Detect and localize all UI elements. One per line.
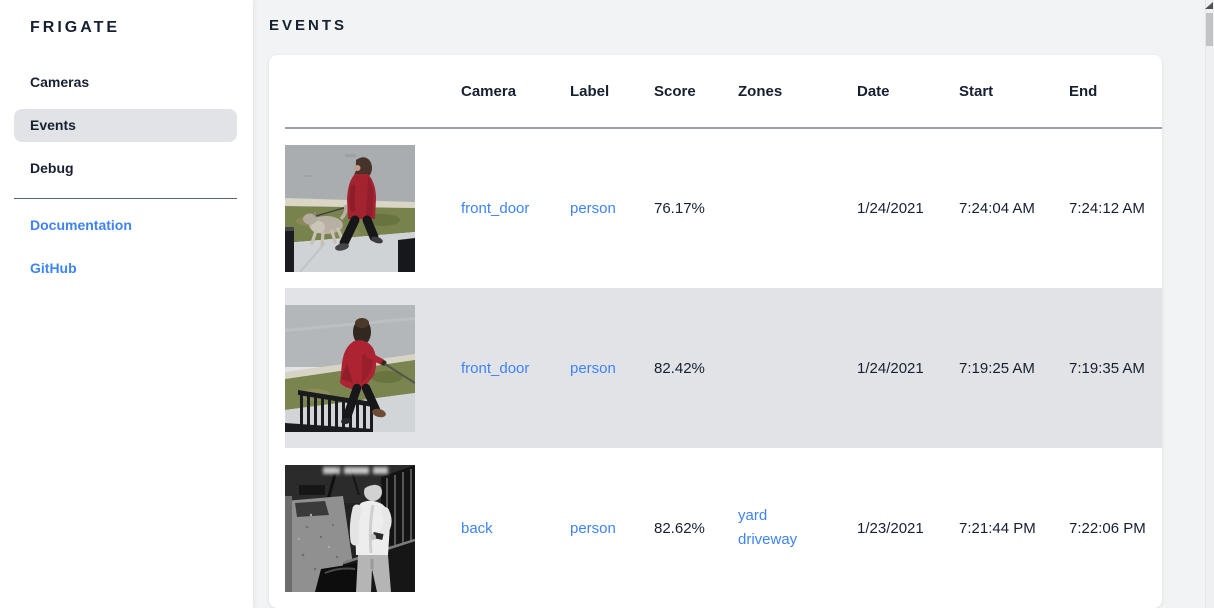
camera-link[interactable]: back (461, 519, 493, 537)
person-walking-dog-red-coat-image (285, 145, 415, 272)
column-header-start: Start (959, 55, 1069, 129)
camera-link[interactable]: front_door (461, 200, 530, 217)
sidebar: FRIGATE Cameras Events Debug Documentati… (0, 0, 253, 608)
label-link[interactable]: person (570, 200, 616, 217)
date-value: 1/23/2021 (857, 519, 924, 537)
sidebar-link-github[interactable]: GitHub (30, 260, 77, 276)
label-link[interactable]: person (570, 359, 616, 377)
events-table: Camera Label Score Zones Date Start End (285, 55, 1162, 608)
table-row[interactable]: front_door person 82.42% 1/24/2021 7:19:… (285, 288, 1162, 448)
sidebar-link-documentation[interactable]: Documentation (30, 217, 132, 233)
thumbnail-timestamp-blur (323, 466, 388, 474)
table-row[interactable]: front_door person 76.17% 1/24/2021 7:24:… (285, 128, 1162, 288)
sidebar-nav: Cameras Events Debug (0, 66, 253, 185)
column-header-thumbnail (285, 55, 461, 129)
zones-cell: yard driveway (738, 448, 857, 608)
table-row[interactable]: back person 82.62% yard driveway 1/23/20… (285, 448, 1162, 608)
start-value: 7:21:44 PM (959, 519, 1036, 537)
date-value: 1/24/2021 (857, 288, 959, 448)
scrollbar-track[interactable] (1205, 0, 1214, 608)
table-header-row: Camera Label Score Zones Date Start End (285, 55, 1162, 129)
sidebar-item-cameras[interactable]: Cameras (30, 74, 90, 90)
column-header-score: Score (654, 55, 738, 129)
column-header-date: Date (857, 55, 959, 129)
event-thumbnail[interactable] (285, 145, 415, 272)
main-content: EVENTS Camera Label Score Zones Date Sta… (253, 0, 1205, 608)
page-title: EVENTS (269, 17, 348, 34)
column-header-end: End (1069, 55, 1162, 129)
score-value: 82.42% (654, 288, 738, 448)
column-header-camera: Camera (461, 55, 570, 129)
column-header-zones: Zones (738, 55, 857, 129)
sidebar-item-events[interactable]: Events (14, 109, 237, 142)
end-value: 7:24:12 AM (1069, 200, 1145, 217)
zones-cell (738, 128, 857, 288)
app-logo: FRIGATE (30, 19, 121, 36)
score-value: 76.17% (654, 200, 705, 217)
label-link[interactable]: person (570, 519, 616, 537)
events-card: Camera Label Score Zones Date Start End (269, 55, 1162, 608)
zones-cell (738, 288, 857, 448)
scrollbar-thumb[interactable] (1206, 13, 1213, 46)
event-thumbnail[interactable] (285, 464, 415, 592)
date-value: 1/24/2021 (857, 200, 924, 217)
event-thumbnail[interactable] (285, 304, 415, 432)
person-walking-dog-red-hoodie-image (285, 304, 415, 432)
start-value: 7:24:04 AM (959, 200, 1035, 217)
person-night-infrared-image (285, 464, 415, 592)
end-value: 7:22:06 PM (1069, 519, 1146, 537)
scrollbar-up-icon[interactable] (1205, 2, 1213, 9)
score-value: 82.62% (654, 519, 705, 537)
sidebar-divider (14, 198, 237, 199)
end-value: 7:19:35 AM (1069, 288, 1162, 448)
sidebar-item-debug[interactable]: Debug (30, 160, 74, 176)
start-value: 7:19:25 AM (959, 288, 1069, 448)
column-header-label: Label (570, 55, 654, 129)
zone-link[interactable]: yard (738, 507, 768, 524)
camera-link[interactable]: front_door (461, 359, 530, 377)
zone-link[interactable]: driveway (738, 531, 798, 548)
